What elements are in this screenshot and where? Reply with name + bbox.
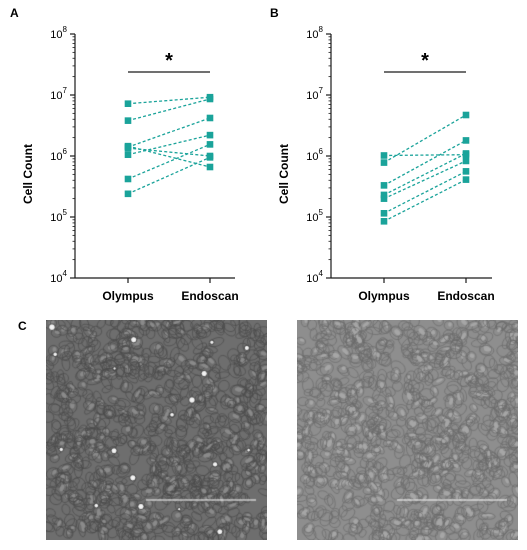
endoscan-point xyxy=(462,111,470,119)
y-tick-exponent: 5 xyxy=(319,208,324,217)
olympus-point xyxy=(124,142,132,150)
olympus-point xyxy=(380,182,388,189)
y-tick-label: 104 xyxy=(306,269,323,285)
y-tick-exponent: 4 xyxy=(319,269,324,278)
y-tick-label: 106 xyxy=(306,147,323,163)
olympus-point xyxy=(380,195,388,202)
olympus-point xyxy=(380,209,388,217)
x-tick-label: Endoscan xyxy=(437,289,494,303)
paired-line xyxy=(383,179,467,222)
olympus-point xyxy=(124,100,132,108)
y-tick-exponent: 4 xyxy=(63,269,68,278)
y-tick-label: 107 xyxy=(50,86,67,102)
y-tick-label: 104 xyxy=(50,269,67,285)
significance-marker: * xyxy=(421,50,429,72)
panel-letter-c: C xyxy=(18,319,27,333)
y-tick-base: 10 xyxy=(306,90,318,102)
significance-marker: * xyxy=(165,50,173,72)
micrograph-endoscan xyxy=(297,320,518,540)
x-tick-label: Endoscan xyxy=(181,289,238,303)
paired-line xyxy=(383,154,467,157)
micrograph-olympus xyxy=(46,320,267,540)
endoscan-point xyxy=(462,157,470,165)
paired-line xyxy=(127,98,211,122)
paired-line xyxy=(383,170,467,214)
y-tick-base: 10 xyxy=(50,273,62,285)
paired-line xyxy=(127,147,211,157)
paired-line xyxy=(383,152,467,196)
paired-line xyxy=(127,134,211,156)
y-tick-label: 107 xyxy=(306,86,323,102)
paired-line xyxy=(383,139,467,186)
y-tick-label: 108 xyxy=(306,25,323,41)
y-tick-exponent: 8 xyxy=(319,25,324,34)
endoscan-point xyxy=(206,95,214,103)
paired-line xyxy=(383,160,467,200)
y-tick-base: 10 xyxy=(306,273,318,285)
y-tick-base: 10 xyxy=(50,90,62,102)
endoscan-point xyxy=(206,154,214,161)
y-tick-exponent: 8 xyxy=(63,25,68,34)
y-tick-label: 108 xyxy=(50,25,67,41)
y-axis-label: Cell Count xyxy=(277,144,291,204)
paired-line xyxy=(127,156,211,195)
olympus-point xyxy=(380,152,388,159)
paired-line xyxy=(127,96,211,105)
y-tick-label: 106 xyxy=(50,147,67,163)
endoscan-point xyxy=(206,141,214,148)
olympus-point xyxy=(124,151,132,159)
y-tick-base: 10 xyxy=(306,29,318,41)
y-tick-exponent: 7 xyxy=(319,86,324,95)
y-tick-base: 10 xyxy=(50,29,62,41)
y-tick-label: 105 xyxy=(50,208,67,224)
endoscan-point xyxy=(462,168,470,175)
olympus-point xyxy=(124,117,132,124)
olympus-point xyxy=(124,190,132,198)
paired-line xyxy=(127,117,211,148)
paired-line xyxy=(127,145,211,168)
x-tick-label: Olympus xyxy=(358,289,410,303)
paired-line xyxy=(383,114,467,164)
endoscan-point xyxy=(462,137,470,144)
panel-letter-a: A xyxy=(10,6,19,20)
endoscan-point xyxy=(462,150,470,157)
y-tick-base: 10 xyxy=(50,212,62,224)
endoscan-point xyxy=(206,131,214,139)
y-tick-base: 10 xyxy=(306,151,318,163)
panel-letter-b: B xyxy=(270,6,279,20)
y-tick-exponent: 5 xyxy=(63,208,68,217)
y-tick-label: 105 xyxy=(306,208,323,224)
y-axis-label: Cell Count xyxy=(21,144,35,204)
x-tick-label: Olympus xyxy=(102,289,154,303)
y-tick-exponent: 6 xyxy=(319,147,324,156)
y-tick-base: 10 xyxy=(50,151,62,163)
paired-line xyxy=(127,143,211,180)
y-tick-exponent: 7 xyxy=(63,86,68,95)
olympus-point xyxy=(124,175,132,183)
olympus-point xyxy=(380,218,388,225)
olympus-point xyxy=(380,159,388,166)
y-tick-exponent: 6 xyxy=(63,147,68,156)
endoscan-point xyxy=(462,176,470,183)
y-tick-base: 10 xyxy=(306,212,318,224)
endoscan-point xyxy=(206,163,214,171)
olympus-point xyxy=(380,191,388,199)
endoscan-point xyxy=(206,114,214,122)
